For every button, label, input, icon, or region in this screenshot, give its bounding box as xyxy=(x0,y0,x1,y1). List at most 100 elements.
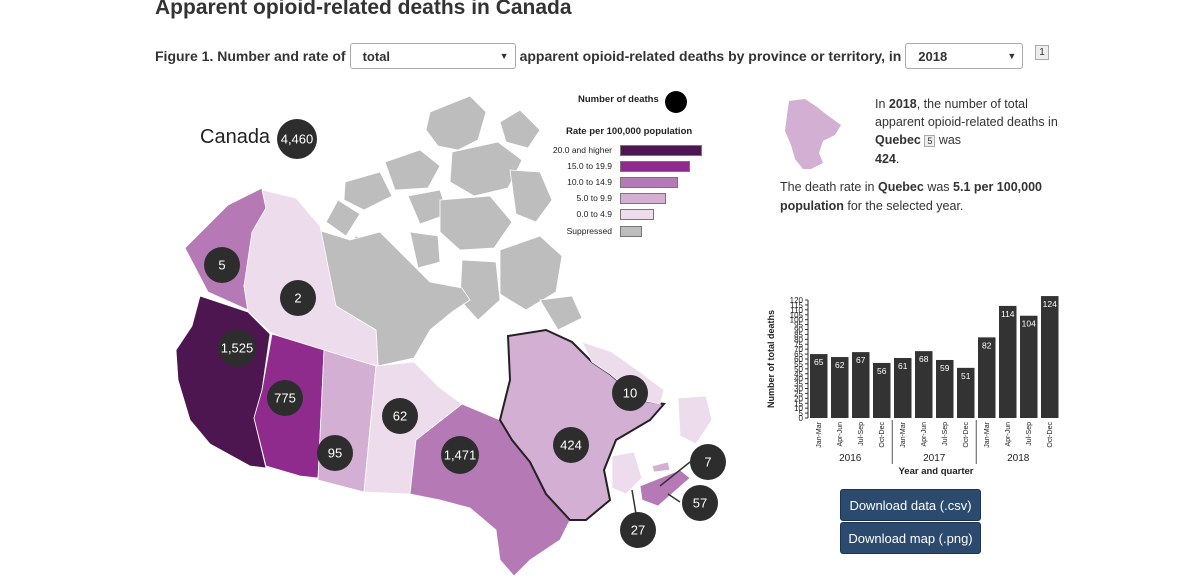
legend-item-label: 15.0 to 19.9 xyxy=(567,161,612,171)
x-tick-label: Jul-Sep xyxy=(1026,422,1033,446)
legend-rate-title: Rate per 100,000 population xyxy=(566,126,693,137)
quebec-shape xyxy=(785,99,841,169)
legend-item-label: Suppressed xyxy=(566,226,612,236)
bar-value-label: 124 xyxy=(1043,299,1057,309)
bubble-british-columbia[interactable]: 1,525 xyxy=(218,329,256,367)
bubble-newfoundland[interactable]: 10 xyxy=(612,375,648,411)
bubble-new-brunswick[interactable]: 27 xyxy=(620,512,656,548)
info-text: was xyxy=(923,180,954,194)
bubble-value: 7 xyxy=(704,455,711,470)
bar-value-label: 59 xyxy=(940,363,950,373)
x-tick-label: Jul-Sep xyxy=(858,422,865,446)
bubble-yukon[interactable]: 5 xyxy=(204,247,240,283)
y-axis-label: Number of total deaths xyxy=(766,310,776,408)
x-tick-label: Apr-Jun xyxy=(837,422,844,447)
figure-prefix: Figure 1. Number and rate of xyxy=(155,48,346,64)
bubble-value: 27 xyxy=(631,523,645,538)
page-title: Apparent opioid-related deaths in Canada xyxy=(155,0,572,19)
selected-rate-info: The death rate in Quebec was 5.1 per 100… xyxy=(780,178,1050,216)
bubble-value: 1,525 xyxy=(221,341,254,356)
x-tick-label: Oct-Dec xyxy=(1047,422,1054,448)
chevron-down-icon: ▼ xyxy=(1007,51,1017,61)
y-tick-label: 85 xyxy=(794,330,803,339)
y-tick-label: 110 xyxy=(790,306,803,315)
year-select[interactable]: 2018 ▼ xyxy=(905,43,1024,69)
info-text: , the number of total apparent opioid-re… xyxy=(875,97,1058,129)
x-tick-label: Oct-Dec xyxy=(963,422,970,448)
info-text: In xyxy=(875,97,889,111)
bubble-nova-scotia[interactable]: 57 xyxy=(682,485,718,521)
figure-middle: apparent opioid-related deaths by provin… xyxy=(519,48,902,64)
bar xyxy=(810,354,828,418)
bar xyxy=(831,357,849,418)
y-tick-label: 5 xyxy=(799,409,804,418)
legend-swatch xyxy=(620,176,678,188)
bubble-alberta[interactable]: 775 xyxy=(267,380,303,416)
info-text: was xyxy=(935,133,962,147)
bubble-value: 775 xyxy=(274,391,296,406)
legend-item-label: 20.0 and higher xyxy=(552,145,612,155)
legend-item-label: 5.0 to 9.9 xyxy=(576,193,612,203)
region-nova-scotia[interactable] xyxy=(639,469,691,507)
y-tick-label: 30 xyxy=(794,385,803,394)
y-tick-label: 100 xyxy=(790,316,804,325)
footnote-link[interactable]: 1 xyxy=(1035,44,1049,60)
y-tick-label: 75 xyxy=(794,340,803,349)
y-tick-label: 90 xyxy=(794,326,803,335)
bar-value-label: 104 xyxy=(1022,319,1036,329)
bubble-value: 424 xyxy=(560,438,582,453)
info-rate: 5.1 per 100,000 population xyxy=(780,180,1042,213)
download-data-button[interactable]: Download data (.csv) xyxy=(840,489,981,521)
year-label: 2017 xyxy=(923,453,946,464)
canada-label: Canada xyxy=(200,126,271,148)
legend-item: 0.0 to 4.9 xyxy=(540,208,654,220)
legend-item: 20.0 and higher xyxy=(540,144,702,156)
x-tick-label: Oct-Dec xyxy=(879,422,886,448)
bubble-quebec[interactable]: 424 xyxy=(553,427,589,463)
bubble-value: 95 xyxy=(328,446,342,461)
bar-value-label: 51 xyxy=(961,371,971,381)
bubble-northwest-territories[interactable]: 2 xyxy=(280,280,316,316)
y-tick-label: 0 xyxy=(799,414,804,423)
legend-swatch xyxy=(620,144,702,156)
bubble-value: 62 xyxy=(393,409,407,424)
bar xyxy=(957,367,975,418)
bar xyxy=(936,359,954,418)
y-tick-label: 60 xyxy=(794,355,803,364)
y-tick-label: 15 xyxy=(794,399,803,408)
figure-caption-row: Figure 1. Number and rate of total ▼ app… xyxy=(155,41,1049,71)
quarterly-deaths-chart: 0510152025303540455055606570758085909510… xyxy=(766,296,1059,477)
info-count: 424 xyxy=(875,152,896,166)
region-newfoundland[interactable] xyxy=(677,395,713,445)
callout-line-pei xyxy=(659,461,691,487)
bubble-value: 5 xyxy=(218,258,225,273)
death-type-select[interactable]: total ▼ xyxy=(349,43,516,69)
bubble-value: 1,471 xyxy=(444,448,477,463)
bar xyxy=(978,337,996,418)
region-british-columbia[interactable] xyxy=(175,295,271,469)
year-label: 2018 xyxy=(1007,453,1030,464)
bar-value-label: 82 xyxy=(982,340,992,350)
bar xyxy=(1020,315,1038,418)
bubble-pei[interactable]: 7 xyxy=(690,444,726,480)
region-prince-edward-island[interactable] xyxy=(651,461,671,473)
bubble-ontario[interactable]: 1,471 xyxy=(441,436,479,474)
info-text: . xyxy=(895,152,900,166)
bar-value-label: 114 xyxy=(1001,309,1015,319)
bar-value-label: 65 xyxy=(814,357,824,367)
bubble-value: 2 xyxy=(294,291,301,306)
bubble-manitoba[interactable]: 62 xyxy=(382,398,418,434)
region-new-brunswick[interactable] xyxy=(611,451,643,495)
bar-value-label: 67 xyxy=(856,355,866,365)
year-select-value: 2018 xyxy=(918,48,948,64)
y-tick-label: 115 xyxy=(790,301,803,310)
y-tick-label: 40 xyxy=(794,375,803,384)
bubble-saskatchewan[interactable]: 95 xyxy=(317,435,353,471)
y-tick-label: 95 xyxy=(794,321,803,330)
download-map-button[interactable]: Download map (.png) xyxy=(840,522,981,554)
x-tick-label: Apr-Jun xyxy=(921,422,928,447)
legend-item-label: 0.0 to 4.9 xyxy=(576,209,612,219)
x-tick-label: Jul-Sep xyxy=(942,422,949,446)
info-footnote-link[interactable]: 5 xyxy=(924,135,936,147)
